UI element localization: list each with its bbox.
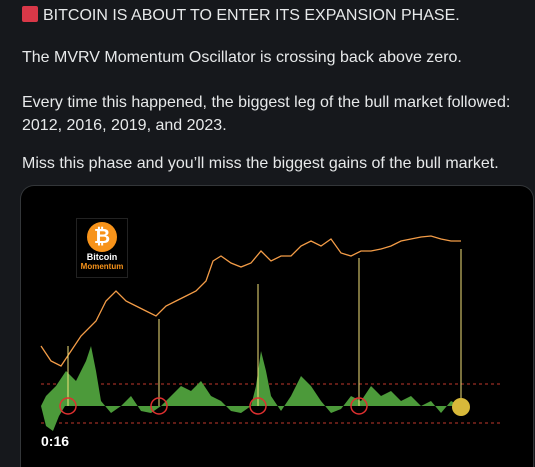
paragraph: Miss this phase and you’ll miss the bigg… <box>22 155 499 172</box>
oscillator-dip <box>41 406 65 431</box>
logo-title: Bitcoin <box>86 252 118 262</box>
logo: ₿ Bitcoin Momentum <box>76 218 128 278</box>
paragraph: The MVRV Momentum Oscillator is crossing… <box>22 49 462 66</box>
headline-text: BITCOIN IS ABOUT TO ENTER ITS EXPANSION … <box>43 7 460 24</box>
logo-coin: ₿ <box>87 222 117 252</box>
headline: BITCOIN IS ABOUT TO ENTER ITS EXPANSION … <box>22 4 522 27</box>
chart-image <box>40 235 501 431</box>
video-timestamp: 0:16 <box>41 433 70 449</box>
signal-circles <box>59 397 368 415</box>
price-line <box>40 235 461 367</box>
siren-emoji <box>22 6 38 22</box>
paragraph: Every time this happened, the biggest le… <box>22 94 511 134</box>
video[interactable]: ₿ Bitcoin Momentum 0:16 <box>20 185 534 467</box>
signal-lines <box>67 249 462 406</box>
logo-subtitle: Momentum <box>80 262 124 271</box>
current-signal <box>452 398 470 416</box>
